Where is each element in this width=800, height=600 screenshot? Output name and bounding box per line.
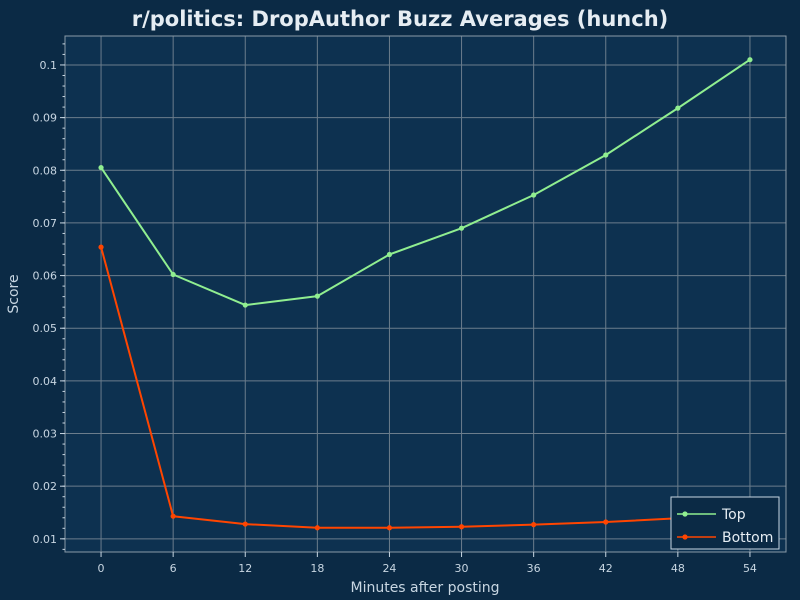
- y-tick-label: 0.07: [33, 217, 58, 230]
- data-point-bottom: [386, 525, 393, 531]
- data-point-bottom: [458, 524, 465, 530]
- grid-lines: [65, 36, 786, 552]
- data-point-bottom: [170, 513, 176, 519]
- legend-label-bottom: Bottom: [722, 530, 773, 546]
- plot-area: [65, 36, 786, 552]
- legend-marker-top: [682, 511, 688, 517]
- data-point-top: [603, 152, 609, 158]
- y-axis-label: Score: [6, 274, 22, 313]
- y-tick-label: 0.03: [33, 428, 58, 441]
- x-tick-label: 0: [98, 562, 105, 575]
- x-tick-label: 18: [310, 562, 324, 575]
- legend: Top Bottom: [670, 496, 780, 550]
- x-tick-label: 30: [455, 562, 469, 575]
- data-point-bottom: [531, 522, 537, 528]
- data-point-top: [314, 293, 320, 299]
- x-tick-label: 24: [382, 562, 396, 575]
- x-tick-label: 48: [671, 562, 685, 575]
- y-tick-label: 0.05: [33, 322, 58, 335]
- data-point-bottom: [314, 525, 320, 531]
- data-point-top: [531, 192, 537, 198]
- x-tick-label: 36: [527, 562, 541, 575]
- legend-box: [670, 496, 780, 550]
- data-point-top: [458, 225, 465, 231]
- data-point-top: [675, 105, 681, 111]
- axis-ticks: 0 6 12 18 24 30 36 42 48 54 0.01 0.02 0.03 0.04 0.05 0.…: [33, 43, 757, 575]
- y-tick-label: 0.09: [33, 112, 58, 125]
- data-point-top: [98, 165, 104, 171]
- data-point-bottom: [242, 521, 248, 527]
- data-point-top: [242, 302, 248, 308]
- x-axis-label: Minutes after posting: [350, 580, 499, 596]
- data-point-bottom: [98, 244, 104, 250]
- data-point-top: [747, 57, 753, 63]
- y-tick-label: 0.01: [33, 533, 58, 546]
- y-tick-label: 0.04: [33, 375, 58, 388]
- y-tick-label: 0.02: [33, 480, 58, 493]
- plot-frame: [64, 35, 787, 553]
- series-line-bottom: [100, 246, 750, 529]
- legend-label-top: Top: [721, 507, 746, 523]
- x-tick-label: 6: [170, 562, 177, 575]
- data-point-bottom: [603, 519, 609, 525]
- x-tick-label: 12: [238, 562, 252, 575]
- x-tick-label: 54: [743, 562, 757, 575]
- legend-marker-bottom: [682, 534, 688, 540]
- y-tick-label: 0.08: [33, 164, 58, 177]
- data-point-top: [386, 251, 393, 258]
- series-group: [98, 57, 753, 531]
- chart-title: r/politics: DropAuthor Buzz Averages (hu…: [132, 7, 669, 31]
- data-point-top: [170, 271, 176, 278]
- x-tick-label: 42: [599, 562, 613, 575]
- y-tick-label: 0.1: [40, 59, 58, 72]
- series-line-top: [100, 58, 751, 307]
- y-tick-label: 0.06: [33, 270, 58, 283]
